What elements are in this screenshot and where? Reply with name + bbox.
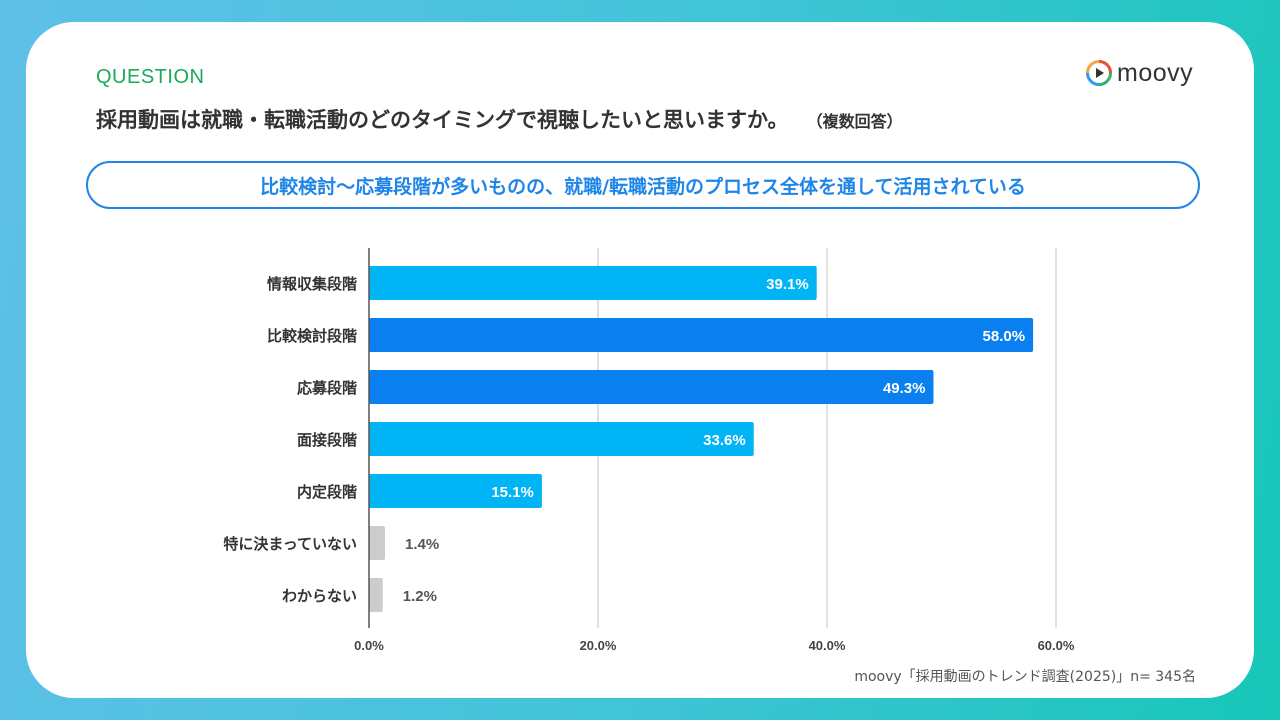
- value-label: 39.1%: [766, 276, 809, 293]
- question-main: 採用動画は就職・転職活動のどのタイミングで視聴したいと思いますか。: [96, 108, 789, 132]
- category-label: 内定段階: [297, 483, 357, 501]
- value-label: 1.2%: [403, 588, 437, 605]
- logo-text: moovy: [1117, 58, 1194, 87]
- category-label: 特に決まっていない: [223, 535, 357, 553]
- play-circle-icon: [1086, 60, 1112, 86]
- bar: [369, 526, 386, 560]
- value-label: 49.3%: [883, 380, 926, 397]
- question-note: （複数回答）: [814, 112, 903, 131]
- question-text: 採用動画は就職・転職活動のどのタイミングで視聴したいと思いますか。 （複数回答）: [96, 104, 903, 134]
- value-label: 58.0%: [983, 328, 1026, 345]
- bar: [369, 318, 1034, 352]
- category-label: 比較検討段階: [267, 327, 357, 345]
- category-label: 情報収集段階: [267, 275, 357, 293]
- bar: [369, 474, 542, 508]
- content-card: [26, 22, 1254, 698]
- moovy-logo: moovy: [1085, 58, 1193, 88]
- category-label: わからない: [282, 587, 357, 605]
- summary-banner: 比較検討〜応募段階が多いものの、就職/転職活動のプロセス全体を通して活用されてい…: [86, 161, 1200, 209]
- bar: [369, 578, 383, 612]
- category-label: 面接段階: [297, 431, 357, 449]
- question-label: QUESTION: [96, 66, 205, 88]
- bar: [369, 422, 754, 456]
- source-note: moovy「採用動画のトレンド調査(2025)」n= 345名: [854, 669, 1196, 685]
- x-tick-label: 60.0%: [1038, 638, 1075, 653]
- value-label: 33.6%: [703, 432, 746, 449]
- x-tick-label: 0.0%: [354, 638, 384, 653]
- bar: [369, 370, 934, 404]
- value-label: 1.4%: [405, 536, 439, 553]
- bar: [369, 266, 817, 300]
- x-tick-label: 40.0%: [809, 638, 846, 653]
- x-tick-label: 20.0%: [580, 638, 617, 653]
- value-label: 15.1%: [491, 484, 534, 501]
- category-label: 応募段階: [297, 379, 357, 397]
